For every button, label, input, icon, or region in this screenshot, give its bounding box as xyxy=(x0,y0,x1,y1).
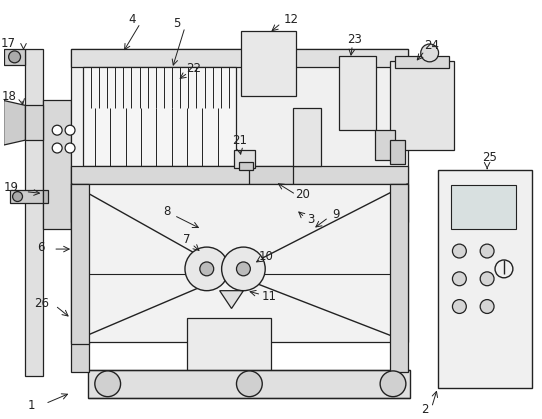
Text: 23: 23 xyxy=(347,33,362,46)
Circle shape xyxy=(222,247,265,291)
Text: 17: 17 xyxy=(1,36,16,49)
Text: 2: 2 xyxy=(421,403,429,416)
Text: 21: 21 xyxy=(232,134,247,147)
Bar xyxy=(437,170,532,388)
Bar xyxy=(71,184,89,344)
Text: 19: 19 xyxy=(4,181,19,194)
Bar xyxy=(71,184,408,342)
Circle shape xyxy=(236,262,250,276)
Text: 12: 12 xyxy=(283,13,299,26)
Bar xyxy=(71,49,408,67)
Bar xyxy=(71,342,89,372)
Circle shape xyxy=(480,272,494,286)
Circle shape xyxy=(12,191,23,202)
Text: 7: 7 xyxy=(183,233,191,246)
Text: 11: 11 xyxy=(262,290,276,303)
Bar xyxy=(88,370,410,398)
Bar xyxy=(25,49,43,376)
Circle shape xyxy=(480,300,494,313)
Bar xyxy=(71,166,408,184)
Text: 6: 6 xyxy=(37,241,45,253)
Bar xyxy=(293,109,321,166)
Bar xyxy=(390,61,454,150)
Bar xyxy=(451,185,516,229)
Circle shape xyxy=(453,272,466,286)
Text: 22: 22 xyxy=(186,62,202,75)
Bar xyxy=(43,101,71,229)
Circle shape xyxy=(200,262,214,276)
Polygon shape xyxy=(4,101,25,145)
Text: 1: 1 xyxy=(28,399,35,412)
Bar xyxy=(249,166,293,184)
Bar xyxy=(240,162,253,170)
Text: 20: 20 xyxy=(295,188,310,201)
Text: 8: 8 xyxy=(164,205,171,218)
Circle shape xyxy=(52,125,62,135)
Circle shape xyxy=(9,51,21,63)
Circle shape xyxy=(480,244,494,258)
Bar xyxy=(241,31,296,96)
Bar xyxy=(390,140,405,164)
Circle shape xyxy=(236,371,262,397)
Text: 10: 10 xyxy=(259,251,274,264)
Circle shape xyxy=(380,371,406,397)
Text: 9: 9 xyxy=(332,208,339,221)
Text: 18: 18 xyxy=(1,90,16,103)
Text: 3: 3 xyxy=(307,213,314,226)
Bar xyxy=(4,49,25,65)
Text: 4: 4 xyxy=(128,13,136,26)
Bar xyxy=(390,184,408,372)
Text: 25: 25 xyxy=(482,151,496,164)
Bar xyxy=(339,56,376,130)
Circle shape xyxy=(421,44,438,62)
Bar xyxy=(25,106,43,140)
Circle shape xyxy=(52,143,62,153)
Polygon shape xyxy=(220,291,243,308)
Text: 26: 26 xyxy=(34,297,49,310)
Circle shape xyxy=(453,244,466,258)
Bar xyxy=(83,67,236,166)
Text: 5: 5 xyxy=(173,17,180,30)
Circle shape xyxy=(65,125,75,135)
Bar xyxy=(234,150,255,168)
Bar xyxy=(187,318,271,373)
Bar xyxy=(395,56,449,68)
Bar xyxy=(375,130,395,160)
Circle shape xyxy=(65,143,75,153)
Circle shape xyxy=(453,300,466,313)
Bar xyxy=(71,49,408,222)
Circle shape xyxy=(185,247,229,291)
Bar xyxy=(10,190,43,204)
Text: 24: 24 xyxy=(424,39,439,52)
Circle shape xyxy=(95,371,120,397)
Bar xyxy=(43,190,48,204)
